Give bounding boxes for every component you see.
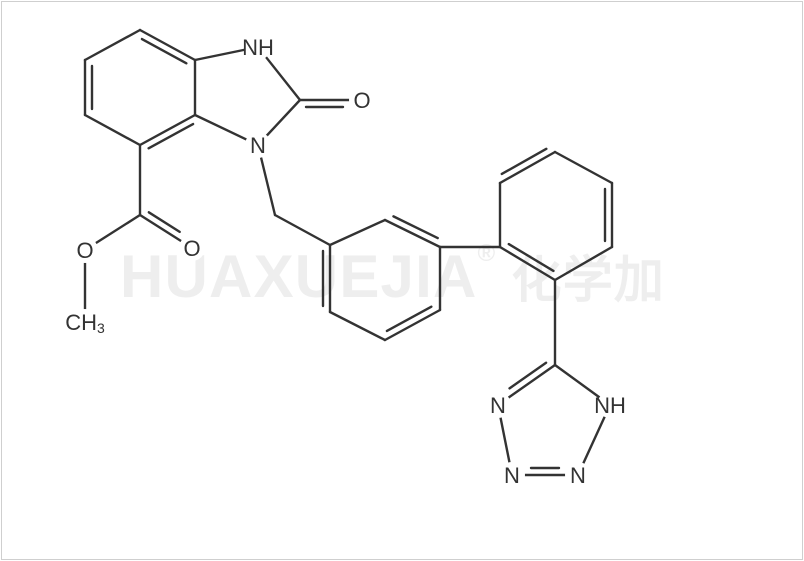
molecule-diagram: O O CH3 NH N O N N N NH — [0, 0, 804, 561]
svg-text:CH3: CH3 — [65, 310, 105, 337]
svg-text:N: N — [250, 133, 266, 158]
svg-text:NH: NH — [594, 393, 626, 418]
svg-text:NH: NH — [242, 35, 274, 60]
svg-text:O: O — [76, 238, 93, 263]
svg-text:N: N — [570, 463, 586, 488]
svg-text:O: O — [353, 88, 370, 113]
svg-text:O: O — [183, 236, 200, 261]
svg-text:N: N — [504, 463, 520, 488]
svg-text:N: N — [490, 393, 506, 418]
